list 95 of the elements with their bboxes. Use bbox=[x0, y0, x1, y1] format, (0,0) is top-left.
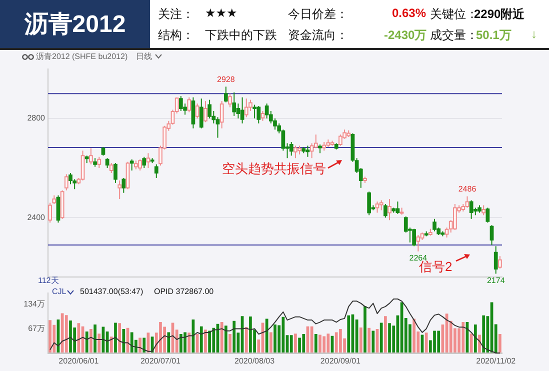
bar bbox=[184, 332, 186, 354]
bar bbox=[167, 332, 170, 354]
bar bbox=[204, 330, 207, 354]
bar bbox=[347, 315, 350, 354]
bar bbox=[498, 334, 502, 354]
bar bbox=[412, 318, 416, 354]
x-tick-label: 2020/08/03 bbox=[234, 356, 276, 366]
y-tick-label: 2800 bbox=[27, 114, 46, 123]
text: 资金流向： bbox=[288, 27, 348, 44]
y-tick-label: 2400 bbox=[27, 212, 46, 222]
bar bbox=[249, 316, 252, 354]
bar bbox=[77, 323, 80, 354]
x-tick-label: 2020/06/01 bbox=[58, 356, 100, 366]
text: 成交量： bbox=[430, 27, 478, 44]
bar bbox=[388, 323, 391, 354]
bar bbox=[326, 334, 330, 354]
bar bbox=[208, 330, 211, 354]
annotation: 信号2 bbox=[419, 259, 452, 276]
text: 下跌中的下跌 bbox=[205, 27, 277, 44]
bar bbox=[94, 324, 96, 354]
bar bbox=[98, 334, 101, 354]
y-tick-label: 67万 bbox=[28, 324, 45, 334]
bar bbox=[384, 316, 387, 354]
bar bbox=[220, 322, 224, 354]
bar bbox=[282, 316, 285, 354]
bar bbox=[359, 327, 362, 354]
bar bbox=[470, 334, 473, 354]
annotation: CJL bbox=[52, 287, 66, 296]
bar bbox=[188, 332, 191, 354]
bar bbox=[142, 338, 146, 354]
bar bbox=[138, 338, 142, 354]
bar bbox=[372, 330, 375, 354]
text: 2290附近 bbox=[474, 6, 525, 23]
bar bbox=[122, 328, 126, 354]
bar bbox=[368, 328, 371, 354]
bar bbox=[212, 328, 216, 354]
bar bbox=[334, 332, 338, 354]
bar bbox=[318, 334, 322, 354]
annotation: 501437.00(53:47) bbox=[80, 287, 144, 296]
bar bbox=[424, 332, 428, 354]
bar bbox=[462, 322, 465, 354]
bar bbox=[433, 330, 436, 354]
bar bbox=[110, 336, 113, 354]
annotation: 2174 bbox=[486, 276, 506, 285]
bar bbox=[294, 334, 297, 354]
bar bbox=[437, 330, 440, 354]
text: 0.63% bbox=[392, 6, 426, 20]
text: 结构： bbox=[158, 27, 194, 44]
bar bbox=[274, 324, 276, 354]
x-tick-label: 2020/11/02 bbox=[476, 356, 516, 366]
text: 关注： bbox=[158, 6, 194, 23]
text: -2430万 bbox=[384, 27, 427, 44]
bar bbox=[228, 334, 232, 354]
bar bbox=[339, 328, 342, 354]
bar bbox=[265, 318, 268, 354]
annotation: 2928 bbox=[217, 74, 236, 84]
y-tick-label: 134万 bbox=[24, 300, 45, 309]
annotation: 112天 bbox=[38, 275, 59, 286]
bar bbox=[224, 326, 228, 354]
x-tick-label: 2020/09/01 bbox=[320, 356, 362, 366]
bar bbox=[48, 320, 52, 354]
bar bbox=[269, 332, 272, 354]
text: 沥青2012 (SHFE bu2012) bbox=[36, 51, 128, 62]
text: 今日价差： bbox=[288, 6, 348, 23]
bar bbox=[364, 306, 366, 354]
bar bbox=[244, 327, 248, 354]
bar bbox=[314, 334, 318, 354]
text: 沥青2012 bbox=[0, 0, 150, 48]
text: ↓ bbox=[531, 27, 537, 41]
annotation: 空头趋势共振信号 bbox=[222, 160, 326, 178]
bar bbox=[64, 315, 68, 354]
bar bbox=[474, 324, 477, 354]
annotation: 2486 bbox=[458, 184, 477, 194]
bar bbox=[200, 326, 203, 354]
text: ★★★ bbox=[205, 6, 238, 20]
bar bbox=[298, 338, 301, 354]
bar bbox=[380, 322, 383, 354]
bar bbox=[478, 334, 481, 354]
bar bbox=[322, 336, 326, 354]
bar bbox=[302, 334, 306, 354]
bar bbox=[114, 322, 117, 354]
bar bbox=[130, 332, 134, 354]
bar bbox=[85, 331, 88, 354]
bar bbox=[69, 320, 72, 354]
bar bbox=[232, 320, 236, 354]
bar bbox=[118, 323, 122, 354]
x-tick-label: 2020/07/01 bbox=[140, 356, 182, 366]
text: 50.1万 bbox=[476, 27, 512, 44]
annotation: OPID 372867.00 bbox=[154, 287, 214, 296]
bar bbox=[290, 335, 293, 354]
bar bbox=[159, 322, 162, 354]
bar bbox=[90, 328, 92, 354]
bar bbox=[179, 334, 182, 354]
text: 日线 bbox=[136, 51, 152, 62]
bar bbox=[482, 315, 486, 354]
